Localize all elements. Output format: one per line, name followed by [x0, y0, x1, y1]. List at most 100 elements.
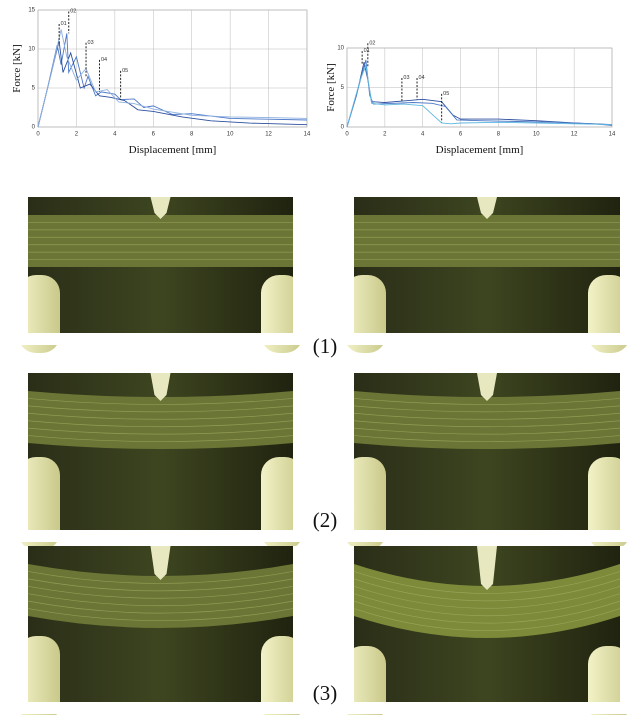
x-tick-label: 12 — [265, 132, 272, 138]
ply — [353, 405, 621, 413]
plot-area — [37, 9, 308, 128]
ply — [353, 608, 621, 631]
annotation: 02 — [70, 9, 76, 15]
ply — [27, 420, 294, 428]
photo — [344, 546, 627, 715]
mask — [620, 373, 627, 530]
annotation: 04 — [101, 57, 107, 63]
ply — [353, 600, 621, 624]
ply — [27, 405, 294, 413]
y-tick-label: 0 — [32, 125, 36, 131]
x-tick-label: 10 — [227, 132, 234, 138]
support — [588, 457, 627, 550]
support — [261, 457, 303, 550]
annotation: 01 — [61, 21, 67, 27]
mask — [293, 197, 354, 333]
ply — [353, 593, 621, 616]
x-tick-label: 6 — [152, 132, 156, 138]
x-tick-label: 4 — [113, 132, 117, 138]
ply — [353, 427, 621, 435]
ply — [353, 412, 621, 420]
annotation: 05 — [122, 68, 128, 74]
ply — [353, 585, 621, 609]
support — [18, 636, 60, 715]
ply — [353, 578, 621, 602]
photo — [18, 197, 303, 353]
x-tick-label: 14 — [609, 132, 616, 138]
y-tick-label: 10 — [28, 47, 35, 53]
indenter — [150, 373, 171, 401]
x-tick-label: 4 — [421, 132, 425, 138]
specimen — [354, 391, 620, 449]
ply — [27, 578, 294, 592]
indenter — [150, 546, 171, 580]
x-tick-label: 8 — [497, 132, 501, 138]
x-axis-label: Displacement [mm] — [129, 144, 217, 156]
x-tick-label: 0 — [36, 132, 40, 138]
ply — [27, 585, 294, 599]
stage-label: (1) — [313, 334, 338, 358]
annotation: 03 — [403, 75, 409, 81]
x-tick-label: 2 — [75, 132, 79, 138]
mask — [0, 197, 28, 333]
annotation: 01 — [364, 48, 370, 54]
ply — [353, 435, 621, 442]
specimen — [28, 564, 293, 628]
photo — [344, 197, 627, 353]
indenter — [477, 546, 497, 590]
y-tick-label: 0 — [341, 125, 345, 131]
ply — [353, 420, 621, 428]
support — [588, 646, 627, 715]
mask — [0, 333, 627, 345]
x-tick-label: 6 — [459, 132, 463, 138]
support — [344, 646, 386, 715]
mask — [293, 546, 354, 702]
y-axis-label: Force [kN] — [11, 44, 23, 93]
x-tick-label: 14 — [304, 132, 311, 138]
x-axis-label: Displacement [mm] — [436, 144, 524, 156]
mask — [620, 546, 627, 702]
mask — [0, 702, 627, 714]
y-tick-label: 5 — [32, 86, 36, 92]
force-curve — [37, 41, 308, 128]
x-tick-label: 12 — [571, 132, 578, 138]
mask — [620, 197, 627, 333]
ply — [27, 593, 294, 607]
annotation: 03 — [88, 40, 94, 46]
ply — [353, 398, 621, 405]
stage-label: (3) — [313, 681, 338, 705]
photo — [344, 373, 627, 550]
y-tick-label: 5 — [341, 85, 345, 91]
stage-label: (2) — [313, 508, 338, 532]
specimen — [28, 215, 293, 267]
support — [18, 457, 60, 550]
ply — [27, 608, 294, 621]
ply — [353, 571, 621, 594]
force-curve — [346, 63, 613, 128]
support — [261, 636, 303, 715]
photo — [18, 373, 303, 550]
y-tick-label: 10 — [337, 46, 344, 52]
specimen — [354, 215, 620, 267]
ply — [27, 600, 294, 614]
x-tick-label: 2 — [383, 132, 387, 138]
ply — [27, 427, 294, 435]
specimen — [28, 391, 293, 449]
ply — [27, 412, 294, 420]
x-tick-label: 0 — [345, 132, 349, 138]
mask — [0, 530, 627, 542]
annotation: 02 — [369, 40, 375, 46]
x-tick-label: 10 — [533, 132, 540, 138]
annotation: 05 — [443, 91, 449, 97]
ply — [27, 398, 294, 405]
indenter — [477, 373, 497, 401]
x-tick-label: 8 — [190, 132, 194, 138]
photo — [18, 546, 303, 715]
indenter — [150, 197, 171, 219]
mask — [0, 546, 28, 702]
y-tick-label: 15 — [28, 8, 35, 14]
y-axis-label: Force [kN] — [325, 63, 337, 112]
annotation: 04 — [419, 75, 425, 81]
mask — [293, 373, 354, 530]
